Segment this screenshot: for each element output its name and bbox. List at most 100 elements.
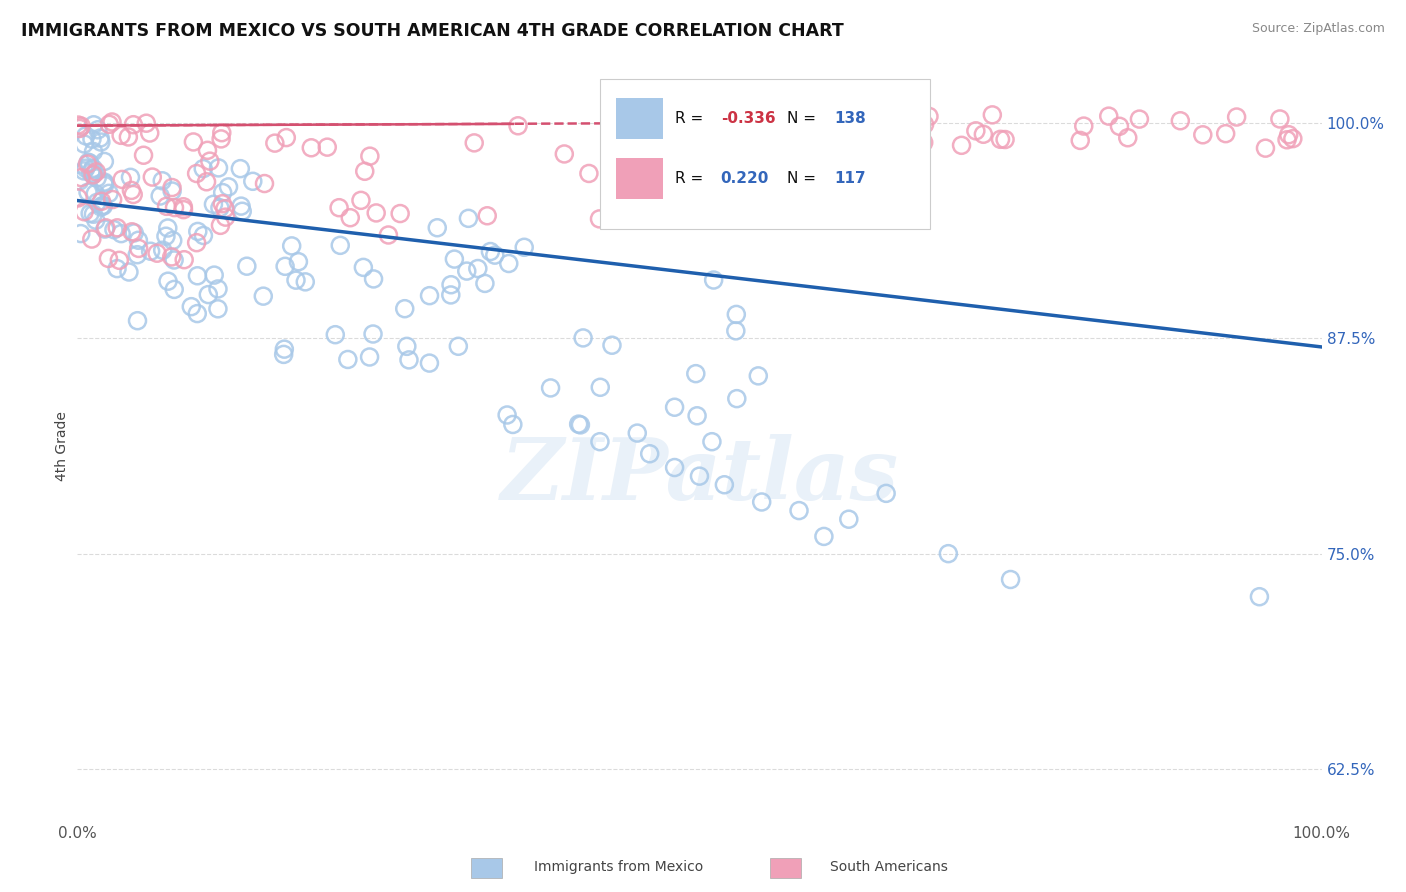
Point <box>135 116 157 130</box>
Point <box>193 228 215 243</box>
Point <box>162 234 184 248</box>
Point <box>87 122 110 136</box>
Point <box>875 486 897 500</box>
Point <box>716 110 738 124</box>
Point <box>457 211 479 226</box>
Point <box>440 288 463 302</box>
Point <box>553 147 575 161</box>
Point <box>350 194 373 208</box>
Point <box>91 199 114 213</box>
Point <box>896 124 918 138</box>
Point <box>456 264 478 278</box>
Point <box>98 186 121 201</box>
Point <box>862 129 884 144</box>
Point <box>141 170 163 185</box>
Point <box>914 117 936 131</box>
Point <box>398 352 420 367</box>
Point <box>569 417 592 432</box>
Point <box>787 503 810 517</box>
Point <box>285 273 308 287</box>
Point <box>1282 131 1305 145</box>
Point <box>856 128 879 143</box>
Text: 138: 138 <box>834 112 866 126</box>
Point <box>80 132 103 146</box>
Point <box>242 174 264 188</box>
Point <box>83 118 105 132</box>
Point <box>1278 128 1301 142</box>
Point <box>316 140 339 154</box>
Point <box>146 246 169 260</box>
Point <box>84 165 107 179</box>
Point <box>152 244 174 258</box>
Point <box>484 248 506 262</box>
Point <box>447 339 470 353</box>
Text: N =: N = <box>786 112 821 126</box>
Point <box>82 161 104 176</box>
Point <box>589 434 612 449</box>
Point <box>155 199 177 213</box>
Point <box>214 210 236 224</box>
Point <box>513 240 536 254</box>
Point <box>664 460 686 475</box>
Point <box>83 145 105 159</box>
Point <box>496 408 519 422</box>
Point <box>209 132 232 146</box>
Point <box>84 213 107 227</box>
Point <box>689 469 711 483</box>
Point <box>211 186 233 200</box>
Text: South Americans: South Americans <box>830 860 948 874</box>
Point <box>93 178 115 193</box>
Point <box>70 170 93 185</box>
Point <box>1000 573 1022 587</box>
Point <box>93 154 115 169</box>
Point <box>359 149 381 163</box>
Point <box>76 157 98 171</box>
Point <box>1069 133 1091 147</box>
Point <box>725 392 748 406</box>
Point <box>67 191 90 205</box>
Point <box>990 132 1012 146</box>
Point <box>218 180 240 194</box>
Point <box>89 131 111 145</box>
Point <box>214 202 236 216</box>
Point <box>110 227 132 241</box>
Point <box>117 130 139 145</box>
Point <box>578 166 600 180</box>
Point <box>139 244 162 259</box>
Point <box>82 162 104 177</box>
Point <box>700 434 723 449</box>
Point <box>463 136 485 150</box>
Point <box>149 189 172 203</box>
Point <box>600 338 623 352</box>
Point <box>294 275 316 289</box>
Point <box>90 200 112 214</box>
Point <box>84 186 107 201</box>
Y-axis label: 4th Grade: 4th Grade <box>55 411 69 481</box>
Point <box>1073 119 1095 133</box>
Point <box>1168 113 1191 128</box>
Point <box>163 282 186 296</box>
Point <box>67 118 90 132</box>
Point <box>195 175 218 189</box>
Point <box>90 194 112 209</box>
Point <box>474 277 496 291</box>
Point <box>101 115 124 129</box>
Point <box>157 274 180 288</box>
Point <box>359 350 381 364</box>
Point <box>965 124 987 138</box>
Point <box>187 224 209 238</box>
Point <box>156 221 179 235</box>
Point <box>884 132 907 146</box>
Point <box>155 229 177 244</box>
Point <box>121 225 143 239</box>
Point <box>329 238 352 252</box>
Point <box>86 195 108 210</box>
FancyBboxPatch shape <box>600 78 929 228</box>
Point <box>725 307 748 321</box>
Point <box>506 119 529 133</box>
Text: R =: R = <box>675 112 707 126</box>
Point <box>253 177 276 191</box>
Point <box>120 183 142 197</box>
Text: R =: R = <box>675 171 707 186</box>
Text: Immigrants from Mexico: Immigrants from Mexico <box>534 860 703 874</box>
